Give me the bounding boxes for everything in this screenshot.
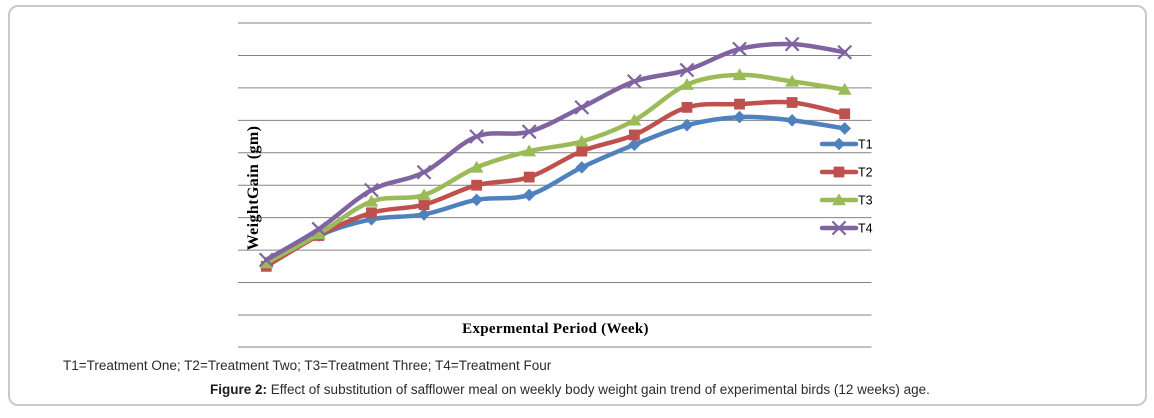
marker-T4 [732, 41, 747, 57]
legend-label-T3: T3 [858, 194, 873, 208]
legend-label-T4: T4 [858, 222, 873, 236]
treatment-definitions: T1=Treatment One; T2=Treatment Two; T3=T… [63, 358, 552, 373]
marker-T1 [575, 161, 589, 174]
legend-label-T2: T2 [858, 166, 873, 180]
marker-T3 [785, 74, 800, 87]
marker-T2 [576, 145, 588, 157]
marker-T2 [734, 98, 745, 110]
marker-T4 [784, 36, 800, 52]
marker-T2 [839, 108, 851, 120]
marker-T4 [258, 252, 274, 268]
marker-T4 [364, 182, 379, 198]
marker-T1 [628, 138, 641, 151]
marker-T4 [626, 74, 642, 89]
marker-T2 [628, 129, 640, 141]
marker-T2 [471, 179, 483, 191]
marker-T1 [522, 188, 536, 202]
figure-caption-text: Effect of substitution of safflower meal… [270, 382, 930, 397]
legend-marker-T1 [832, 137, 846, 151]
marker-T1 [838, 122, 852, 135]
marker-T1 [733, 110, 746, 124]
marker-T1 [785, 114, 799, 127]
y-axis-title: WeightGain (gm) [245, 125, 262, 251]
marker-T2 [418, 199, 430, 211]
figure-panel: T1 T2 T3 T4 WeightGain (gm) Expermental Per… [8, 5, 1147, 406]
marker-T1 [417, 208, 431, 221]
marker-T2 [366, 207, 377, 219]
marker-T1 [470, 193, 483, 207]
marker-T3 [732, 68, 747, 81]
marker-T3 [311, 227, 326, 240]
legend-marker-T2 [833, 166, 845, 178]
marker-T4 [521, 124, 537, 140]
series-line-T1 [264, 114, 847, 267]
marker-T4 [679, 62, 695, 78]
marker-T3 [680, 78, 694, 90]
legend-label-T1: T1 [858, 138, 873, 152]
series-line-T4 [264, 41, 847, 263]
marker-T4 [837, 44, 853, 60]
marker-T1 [365, 212, 378, 226]
marker-T2 [523, 171, 535, 183]
x-axis-title: Expermental Period (Week) [462, 321, 649, 337]
marker-T4 [311, 221, 327, 237]
marker-T3 [837, 82, 852, 95]
marker-T3 [417, 188, 431, 201]
marker-T3 [522, 144, 537, 157]
marker-T3 [469, 160, 484, 173]
legend-marker-T3 [832, 193, 846, 206]
figure-caption-label: Figure 2: [210, 382, 268, 397]
marker-T3 [574, 134, 589, 147]
marker-T4 [469, 129, 485, 144]
marker-T3 [627, 113, 642, 126]
figure-caption: Figure 2: Effect of substitution of saff… [210, 382, 930, 397]
legend-marker-T4 [831, 220, 847, 236]
marker-T3 [364, 194, 379, 207]
marker-T4 [574, 99, 590, 115]
marker-T2 [681, 101, 693, 113]
marker-T4 [416, 164, 432, 180]
marker-T3 [259, 256, 274, 269]
weight-gain-line-chart: T1 T2 T3 T4 [238, 22, 873, 348]
marker-T2 [786, 97, 798, 108]
